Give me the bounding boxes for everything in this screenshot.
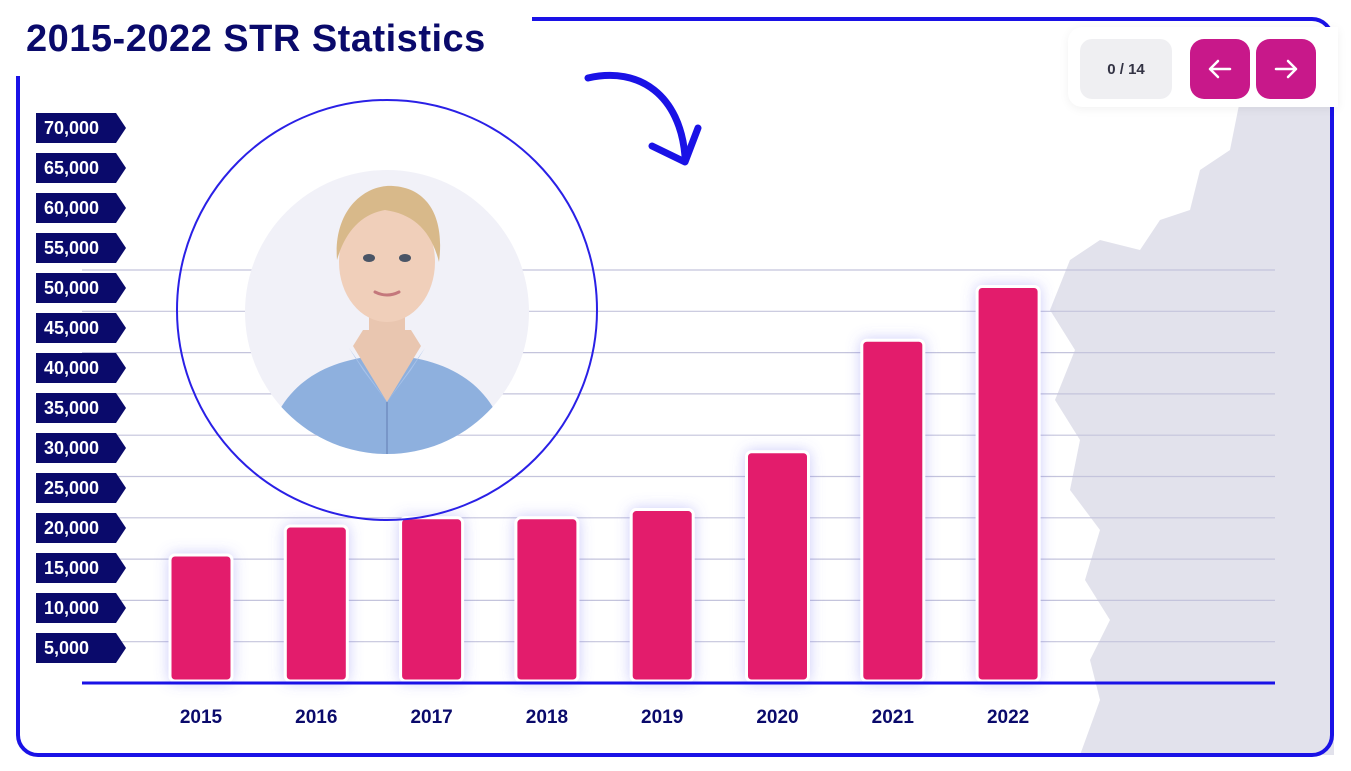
y-tick-label: 65,000 (36, 153, 126, 183)
y-tick-label: 20,000 (36, 513, 126, 543)
x-tick-label: 2015 (179, 707, 223, 728)
x-tick-label: 2019 (641, 707, 684, 728)
y-tick-label: 60,000 (36, 193, 126, 223)
x-tick-label: 2022 (986, 707, 1030, 728)
y-tick-label: 30,000 (36, 433, 126, 463)
x-tick-label: 2018 (525, 707, 569, 728)
map-silhouette (1050, 100, 1334, 755)
bar-2017 (399, 516, 465, 683)
avatar (245, 170, 529, 454)
y-tick-label: 5,000 (36, 633, 126, 663)
next-button[interactable] (1256, 39, 1316, 99)
bar-2016 (283, 524, 349, 683)
y-tick-label: 35,000 (36, 393, 126, 423)
bars (168, 285, 1041, 683)
y-tick-label: 40,000 (36, 353, 126, 383)
y-tick-label: 55,000 (36, 233, 126, 263)
curved-arrow-icon (584, 71, 702, 166)
x-tick-label: 2016 (295, 707, 338, 728)
title-area (0, 0, 532, 76)
arrow-right-icon (1274, 59, 1298, 79)
x-tick-label: 2020 (756, 707, 799, 728)
page-title: 2015-2022 STR Statistics (26, 18, 486, 60)
bar-2022 (975, 285, 1041, 683)
y-tick-label: 10,000 (36, 593, 126, 623)
bar-2020 (745, 450, 810, 683)
slide-counter: 0 / 14 (1080, 39, 1172, 99)
y-tick-label: 70,000 (36, 113, 126, 143)
avatar-ring (176, 99, 598, 521)
previous-button[interactable] (1190, 39, 1250, 99)
arrow-left-icon (1208, 59, 1232, 79)
bar-2021 (860, 338, 926, 683)
chart-frame (16, 17, 1334, 757)
presenter-illustration (265, 185, 509, 454)
y-tick-label: 50,000 (36, 273, 126, 303)
x-tick-label: 2017 (410, 707, 453, 728)
bar-2018 (514, 516, 580, 683)
x-tick-label: 2021 (871, 707, 914, 728)
y-tick-label: 15,000 (36, 553, 126, 583)
bar-2019 (629, 508, 695, 683)
y-tick-label: 25,000 (36, 473, 126, 503)
y-tick-label: 45,000 (36, 313, 126, 343)
bar-2015 (168, 553, 234, 683)
